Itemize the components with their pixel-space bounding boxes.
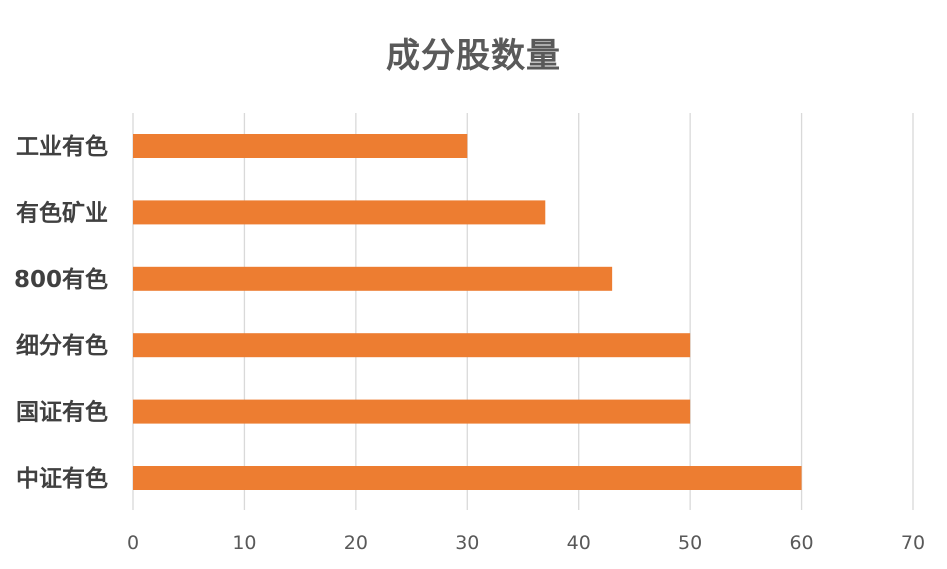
- bar-2: [133, 266, 613, 291]
- x-tick-label-70: 70: [901, 532, 925, 554]
- category-label-4: 国证有色: [16, 399, 108, 426]
- x-tick-label-30: 30: [455, 532, 479, 554]
- x-tick-label-50: 50: [678, 532, 702, 554]
- category-label-0: 工业有色: [16, 133, 108, 160]
- category-label-3: 细分有色: [16, 332, 108, 359]
- x-tick-label-0: 0: [127, 532, 139, 554]
- category-label-1: 有色矿业: [16, 199, 108, 226]
- x-tick-label-40: 40: [567, 532, 591, 554]
- bar-4: [133, 399, 691, 424]
- category-label-5: 中证有色: [16, 465, 108, 492]
- x-tick-label-20: 20: [344, 532, 368, 554]
- chart-title: 成分股数量: [386, 36, 561, 76]
- bar-0: [133, 134, 468, 158]
- category-label-2: 800有色: [14, 266, 108, 293]
- bar-1: [133, 200, 546, 225]
- bar-3: [133, 333, 691, 358]
- x-tick-label-60: 60: [789, 532, 813, 554]
- bar-5: [133, 466, 802, 490]
- x-tick-label-10: 10: [232, 532, 256, 554]
